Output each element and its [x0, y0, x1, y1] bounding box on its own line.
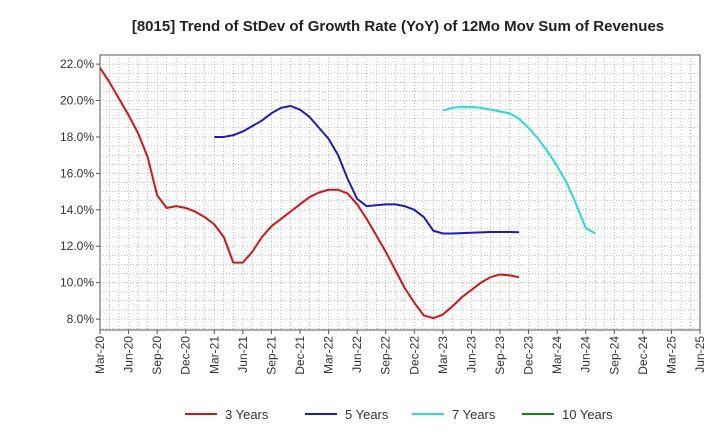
legend-label: 10 Years — [562, 407, 613, 422]
x-tick-label: Dec-24 — [636, 336, 650, 375]
x-tick-label: Mar-25 — [664, 336, 678, 374]
plot-frame — [99, 54, 701, 331]
x-tick-label: Mar-21 — [207, 336, 221, 374]
legend-label: 7 Years — [452, 407, 496, 422]
legend-label: 3 Years — [225, 407, 269, 422]
chart-title: [8015] Trend of StDev of Growth Rate (Yo… — [132, 18, 664, 35]
y-tick-label: 14.0% — [60, 203, 94, 217]
y-tick-label: 16.0% — [60, 166, 94, 180]
y-tick-label: 12.0% — [60, 239, 94, 253]
y-tick-label: 18.0% — [60, 130, 94, 144]
legend: 3 Years 5 Years 7 Years 10 Years — [185, 407, 613, 422]
x-tick-label: Mar-23 — [436, 336, 450, 374]
y-tick-label: 8.0% — [67, 312, 95, 326]
legend-label: 5 Years — [345, 407, 389, 422]
series-line-7-years — [442, 105, 596, 235]
plot-area — [99, 54, 701, 331]
x-tick-label: Sep-20 — [150, 336, 164, 375]
x-tick-label: Dec-20 — [179, 336, 193, 375]
y-tick-label: 20.0% — [60, 94, 94, 108]
x-tick-label: Mar-24 — [550, 336, 564, 374]
x-tick-label: Sep-23 — [493, 336, 507, 375]
y-tick-label: 10.0% — [60, 276, 94, 290]
x-tick-label: Mar-22 — [322, 336, 336, 374]
x-tick-label: Sep-22 — [379, 336, 393, 375]
y-tick-label: 22.0% — [60, 57, 94, 71]
x-tick-label: Jun-24 — [579, 336, 593, 373]
x-tick-label: Jun-25 — [693, 336, 707, 373]
x-tick-label: Jun-20 — [122, 336, 136, 373]
series-line-5-years — [214, 104, 520, 235]
series-line-3-years — [99, 67, 520, 320]
x-tick-label: Sep-24 — [607, 336, 621, 375]
series-lines — [99, 67, 596, 320]
grid-lines — [100, 55, 700, 330]
x-tick-label: Dec-21 — [293, 336, 307, 375]
x-tick-label: Mar-20 — [93, 336, 107, 374]
x-axis: Mar-20 Jun-20 Sep-20 Dec-20 Mar-21 Jun-21 Sep-… — [93, 330, 707, 375]
x-tick-label: Sep-21 — [264, 336, 278, 375]
x-tick-label: Dec-23 — [522, 336, 536, 375]
x-tick-label: Jun-22 — [350, 336, 364, 373]
x-tick-label: Dec-22 — [407, 336, 421, 375]
x-tick-label: Jun-21 — [236, 336, 250, 373]
x-tick-label: Jun-23 — [464, 336, 478, 373]
y-axis: 8.0% 10.0% 12.0% 14.0% 16.0% 18.0% 20.0% 22.0% — [60, 57, 100, 326]
